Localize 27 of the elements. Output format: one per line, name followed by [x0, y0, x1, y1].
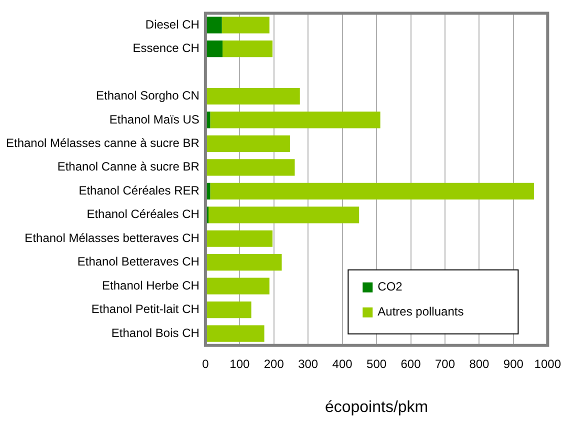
x-tick-label: 1000 [534, 356, 562, 371]
x-tick-label: 700 [434, 356, 456, 371]
y-tick-label: Ethanol Céréales CH [86, 207, 200, 222]
y-tick-label: Ethanol Betteraves CH [77, 254, 200, 269]
x-axis-title: écopoints/pkm [324, 398, 428, 416]
x-tick-label: 400 [332, 356, 353, 371]
y-tick-label: Ethanol Sorgho CN [96, 88, 200, 103]
y-tick-label: Ethanol Céréales RER [78, 183, 200, 198]
x-tick-label: 0 [202, 356, 210, 371]
y-tick-label: Ethanol Maïs US [109, 112, 200, 126]
y-tick-label: Ethanol Herbe CH [102, 278, 200, 292]
y-tick-label: Ethanol Canne à sucre BR [57, 160, 200, 174]
x-tick-label: 500 [366, 356, 387, 371]
x-tick-label: 600 [400, 356, 422, 371]
y-tick-label: Essence CH [132, 41, 200, 56]
y-tick-label: Ethanol Bois CH [111, 326, 200, 340]
legend-label: Autres polluants [378, 304, 464, 319]
x-tick-label: 900 [503, 356, 524, 371]
y-tick-label: Ethanol Mélasses canne à sucre BR [6, 136, 200, 150]
x-tick-label: 200 [264, 356, 284, 371]
y-tick-label: Ethanol Petit-lait CH [91, 302, 200, 316]
x-tick-label: 100 [230, 356, 250, 371]
y-tick-label: Ethanol Mélasses betteraves CH [24, 230, 200, 245]
legend-label: CO2 [378, 280, 403, 294]
x-tick-label: 800 [469, 356, 490, 371]
y-tick-label: Diesel CH [145, 17, 200, 32]
x-tick-label: 300 [298, 356, 318, 371]
